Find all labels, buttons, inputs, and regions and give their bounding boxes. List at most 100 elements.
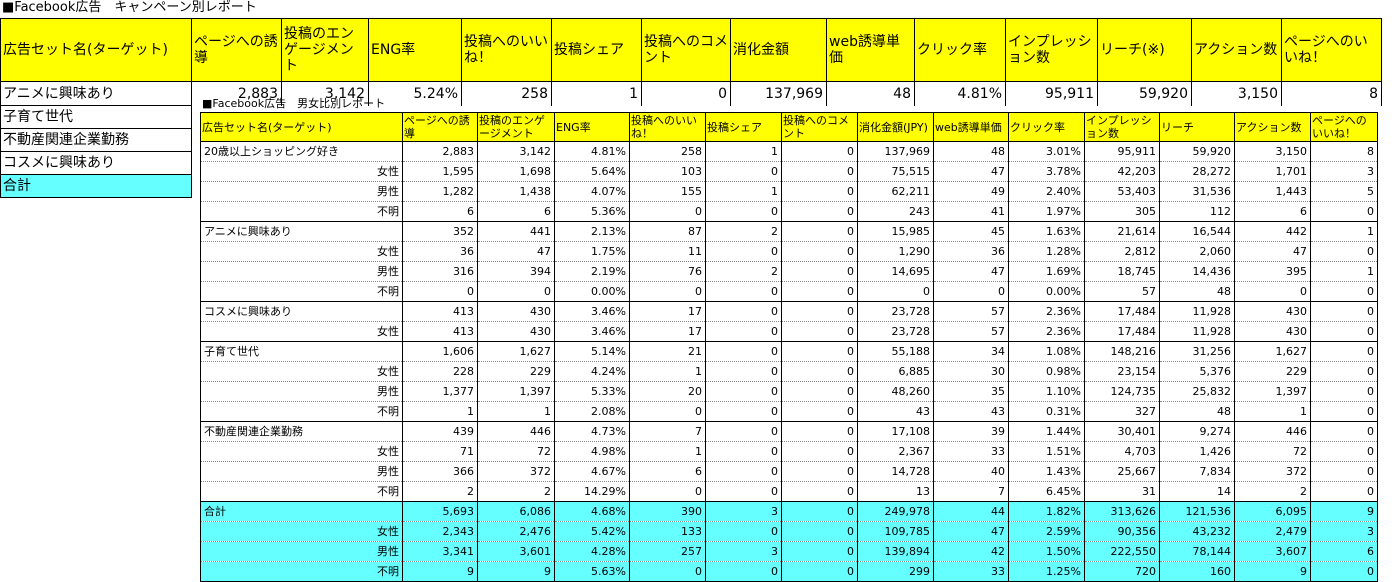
table-cell: 121,536 <box>1159 501 1235 522</box>
table-cell: 3,601 <box>477 541 555 562</box>
table-cell: 5.36% <box>554 201 630 222</box>
table-cell: 1,606 <box>402 341 478 362</box>
table-cell: 0 <box>781 541 858 562</box>
table-cell: 11 <box>629 241 706 262</box>
table-cell: 2.13% <box>554 221 630 242</box>
table-cell: 25,667 <box>1084 461 1160 482</box>
table-cell: 47 <box>933 161 1009 182</box>
column-header: 投稿へのコメント <box>641 18 731 82</box>
table-cell: 49 <box>933 181 1009 202</box>
table-row: 男性 366 372 4.67% 6 0 0 14,728 40 1.43% 25,667 7,834… <box>200 461 1378 482</box>
table-cell: 75,515 <box>857 161 934 182</box>
table-cell: 20 <box>629 381 706 402</box>
table-row: コスメに興味あり 413 430 3.46% 17 0 0 23,728 57 2.36% 17,4… <box>200 301 1378 322</box>
table-cell: 25,832 <box>1159 381 1235 402</box>
table-cell: 0 <box>781 521 858 542</box>
column-header: クリック率 <box>1008 112 1085 142</box>
table-cell: 366 <box>402 461 478 482</box>
table-cell: 228 <box>402 361 478 382</box>
row-label: 合計 <box>200 501 403 522</box>
table-cell: 0 <box>705 561 782 582</box>
row-label: 子育て世代 <box>200 341 403 362</box>
row-label: 女性 <box>200 361 403 382</box>
table-row: 女性 413 430 3.46% 17 0 0 23,728 57 2.36% 17,484 11,9… <box>200 321 1378 342</box>
table-cell: 0 <box>1310 401 1378 422</box>
table-cell: 0 <box>1310 341 1378 362</box>
table-cell: 2.08% <box>554 401 630 422</box>
table-cell: 7,834 <box>1159 461 1235 482</box>
table-cell: 0 <box>781 501 858 522</box>
table-cell: 139,894 <box>857 541 934 562</box>
table-cell: 0 <box>705 381 782 402</box>
target-list-item: アニメに興味あり <box>0 83 191 106</box>
table-row: 不明 2 2 14.29% 0 0 0 13 7 6.45% 31 14 2 0 <box>200 481 1378 502</box>
table-cell: 6,095 <box>1234 501 1311 522</box>
table-cell: 446 <box>1234 421 1311 442</box>
table-cell: 44 <box>933 501 1009 522</box>
table-cell: 3 <box>1310 161 1378 182</box>
table-cell: 18,745 <box>1084 261 1160 282</box>
table-cell: 0 <box>1310 441 1378 462</box>
table-cell: 43,232 <box>1159 521 1235 542</box>
table-cell: 0 <box>1310 361 1378 382</box>
table-cell: 0.31% <box>1008 401 1085 422</box>
table-cell: 23,728 <box>857 301 934 322</box>
table-cell: 4.81% <box>914 81 1006 106</box>
table-cell: 1,701 <box>1234 161 1311 182</box>
table-row: 女性 36 47 1.75% 11 0 0 1,290 36 1.28% 2,812 2,060 47 0 <box>200 241 1378 262</box>
table-cell: 0 <box>705 341 782 362</box>
column-header: ENG率 <box>554 112 630 142</box>
table-cell: 1.28% <box>1008 241 1085 262</box>
table-cell: 1.63% <box>1008 221 1085 242</box>
table-cell: 1,377 <box>402 381 478 402</box>
target-list-item: コスメに興味あり <box>0 152 191 175</box>
table-cell: 0 <box>1310 481 1378 502</box>
table-cell: 30,401 <box>1084 421 1160 442</box>
campaign-report-table: 広告セット名(ターゲット) ページへの誘導 投稿のエンゲージメント ENG率 投稿へのい… <box>0 18 1382 107</box>
table-cell: 390 <box>629 501 706 522</box>
table-cell: 0 <box>781 201 858 222</box>
table-cell: 2 <box>477 481 555 502</box>
table-cell: 5.64% <box>554 161 630 182</box>
table-row: 不明 0 0 0.00% 0 0 0 0 0 0.00% 57 48 0 0 <box>200 281 1378 302</box>
table-row: 女性 228 229 4.24% 1 0 0 6,885 30 0.98% 23,154 5,376 2… <box>200 361 1378 382</box>
column-header: インプレッション数 <box>1005 18 1098 82</box>
table-cell: 0 <box>705 361 782 382</box>
target-list-item: 子育て世代 <box>0 106 191 129</box>
column-header: 消化金額(JPY) <box>857 112 934 142</box>
table-cell: 6 <box>402 201 478 222</box>
table-cell: 11,928 <box>1159 301 1235 322</box>
row-label: 不明 <box>200 201 403 222</box>
table-row: 女性 2,343 2,476 5.42% 133 0 0 109,785 47 2.59% 90,3… <box>200 521 1378 542</box>
table-cell: 0 <box>1234 281 1311 302</box>
table-cell: 137,969 <box>857 141 934 162</box>
table-cell: 59,920 <box>1097 81 1192 106</box>
table-cell: 1,282 <box>402 181 478 202</box>
row-label: 男性 <box>200 181 403 202</box>
table-cell: 4.67% <box>554 461 630 482</box>
table-cell: 6 <box>629 461 706 482</box>
table-cell: 5.63% <box>554 561 630 582</box>
table-cell: 59,920 <box>1159 141 1235 162</box>
row-label: 女性 <box>200 441 403 462</box>
table-cell: 299 <box>857 561 934 582</box>
column-header: 投稿へのいいね！ <box>461 18 552 82</box>
table-cell: 0 <box>705 421 782 442</box>
table-cell: 442 <box>1234 221 1311 242</box>
table-cell: 0 <box>705 461 782 482</box>
column-header: ページへのいいね！ <box>1281 18 1382 82</box>
table-cell: 90,356 <box>1084 521 1160 542</box>
table-cell: 0 <box>781 421 858 442</box>
table-cell: 11,928 <box>1159 321 1235 342</box>
table-cell: 1 <box>1234 401 1311 422</box>
target-list-item: 不動産関連企業勤務 <box>0 129 191 152</box>
table-cell: 4.73% <box>554 421 630 442</box>
table-cell: 3.46% <box>554 301 630 322</box>
table-cell: 109,785 <box>857 521 934 542</box>
table-cell: 229 <box>477 361 555 382</box>
table-cell: 6 <box>477 201 555 222</box>
table-cell: 9 <box>1234 561 1311 582</box>
table-cell: 47 <box>477 241 555 262</box>
table-cell: 3,607 <box>1234 541 1311 562</box>
target-list-item: 合計 <box>0 175 191 198</box>
